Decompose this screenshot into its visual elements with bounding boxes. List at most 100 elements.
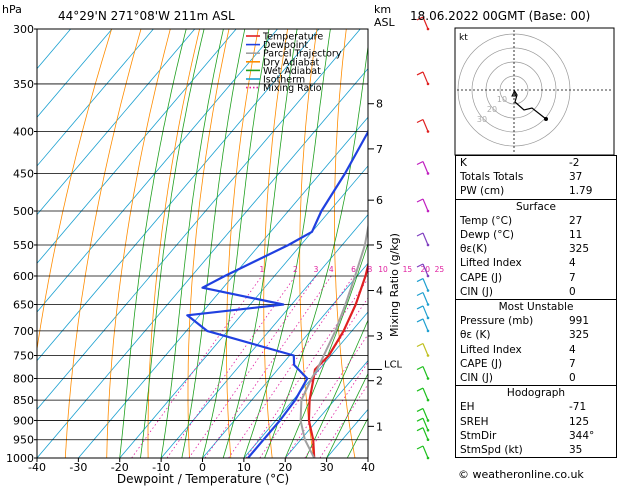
wind-barb — [422, 119, 429, 132]
index-label: Lifted Index — [460, 343, 522, 356]
mixing-ratio-label: 10 — [378, 265, 388, 274]
wind-barb-flag — [416, 232, 424, 237]
wind-barb-flag — [416, 16, 424, 21]
wind-barb-flag — [416, 417, 424, 422]
index-label: Dewp (°C) — [460, 229, 514, 242]
pressure-tick-label: 750 — [13, 349, 34, 362]
pressure-tick-label: 650 — [13, 299, 34, 312]
storm-motion-marker — [511, 90, 517, 97]
isotherm-line — [37, 29, 154, 167]
mixing-ratio-label: 3 — [314, 265, 319, 274]
index-row: Lifted Index 4 — [456, 256, 616, 270]
hodograph-ring-label: 30 — [477, 115, 487, 124]
legend-label: Parcel Trajectory — [263, 49, 342, 60]
surface-heading: Surface — [515, 200, 556, 213]
index-row: Lifted Index 4 — [456, 343, 616, 357]
index-row: θε(K) 325 — [456, 242, 616, 256]
isotherm-line — [37, 29, 361, 410]
mixing-ratio-label: 25 — [435, 265, 445, 274]
index-row: SREH 125 — [456, 415, 616, 429]
index-value: 7 — [569, 357, 576, 370]
km-tick-label: 6 — [376, 194, 383, 207]
isotherm-line — [202, 262, 368, 458]
wind-barb-flag — [416, 160, 424, 166]
index-value: 27 — [569, 214, 583, 227]
wet-adiabat-line — [119, 29, 187, 458]
wind-barb-base — [426, 274, 430, 278]
index-row: StmDir 344° — [456, 429, 616, 443]
index-value: 325 — [569, 329, 590, 342]
left-unit-label: hPa — [2, 3, 22, 16]
index-label: Temp (°C) — [460, 214, 513, 227]
index-row: CAPE (J) 7 — [456, 271, 616, 285]
km-tick-label: 5 — [376, 239, 383, 252]
background-lines — [37, 29, 368, 458]
wind-barb-flag — [416, 342, 424, 348]
hodograph-unit-label: kt — [459, 33, 468, 43]
pressure-tick-label: 950 — [13, 434, 34, 447]
legend-label: Mixing Ratio — [263, 83, 322, 94]
wind-barb-flag — [416, 263, 424, 268]
hodograph-heading: Hodograph — [506, 387, 566, 400]
wind-barb — [422, 305, 429, 319]
mixing-ratio-label: 6 — [351, 265, 356, 274]
index-value: 344° — [569, 429, 595, 442]
isotherm-line — [119, 165, 368, 458]
index-label: CIN (J) — [460, 285, 493, 298]
index-row: Totals Totals 37 — [456, 170, 616, 184]
wind-barb — [422, 198, 429, 212]
index-value: 991 — [569, 315, 590, 328]
mixing-ratio-label: 15 — [403, 265, 413, 274]
km-tick-label: 2 — [376, 375, 383, 388]
isotherm-line — [284, 360, 368, 458]
index-label: SREH — [460, 415, 489, 428]
profile-dewpoint — [186, 126, 368, 458]
pressure-tick-label: 850 — [13, 394, 34, 407]
index-value: 125 — [569, 415, 590, 428]
wind-barb-flag — [416, 365, 424, 371]
profiles — [186, 126, 368, 458]
wind-barb — [422, 408, 429, 421]
temperature-tick-label: 40 — [361, 461, 375, 474]
wind-barb-flag — [416, 407, 424, 412]
index-label: Lifted Index — [460, 257, 522, 270]
temperature-tick-label: 10 — [237, 461, 251, 474]
hodograph-ring-label: 20 — [487, 105, 497, 114]
wet-adiabat-line — [160, 29, 224, 458]
index-label: θε(K) — [460, 243, 488, 256]
index-value: 325 — [569, 243, 590, 256]
index-value: 4 — [569, 343, 576, 356]
pressure-tick-label: 550 — [13, 239, 34, 252]
index-value: 7 — [569, 271, 576, 284]
km-tick-label: 3 — [376, 330, 383, 343]
index-row: K -2 — [456, 156, 616, 170]
wind-barb — [422, 417, 429, 431]
index-row: EH -71 — [456, 400, 616, 414]
wind-barb-base — [426, 82, 430, 86]
datetime-label: 18.06.2022 00GMT (Base: 00) — [410, 9, 590, 23]
index-row: CIN (J) 0 — [456, 371, 616, 385]
wind-barb-flag — [416, 387, 424, 392]
wind-barb — [422, 16, 429, 30]
wet-adiabat-line — [181, 29, 246, 458]
wind-barb — [422, 387, 429, 401]
pressure-tick-label: 600 — [13, 270, 34, 283]
most-unstable-heading: Most Unstable — [498, 301, 574, 314]
index-label: Totals Totals — [460, 171, 524, 184]
wind-barb-flag — [416, 71, 424, 76]
index-label: Pressure (mb) — [460, 315, 534, 328]
index-label: EH — [460, 401, 475, 414]
dry-adiabat-line — [226, 29, 259, 458]
pressure-tick-label: 300 — [13, 23, 34, 36]
wind-barb — [422, 427, 429, 440]
wind-barb-flag — [416, 291, 424, 297]
wind-barb-flag — [416, 198, 424, 203]
temperature-tick-label: -10 — [152, 461, 170, 474]
index-label: CAPE (J) — [460, 271, 503, 284]
index-value: 1.79 — [569, 185, 593, 198]
index-row: StmSpd (kt) 35 — [456, 443, 616, 457]
index-row: CAPE (J) 7 — [456, 357, 616, 371]
